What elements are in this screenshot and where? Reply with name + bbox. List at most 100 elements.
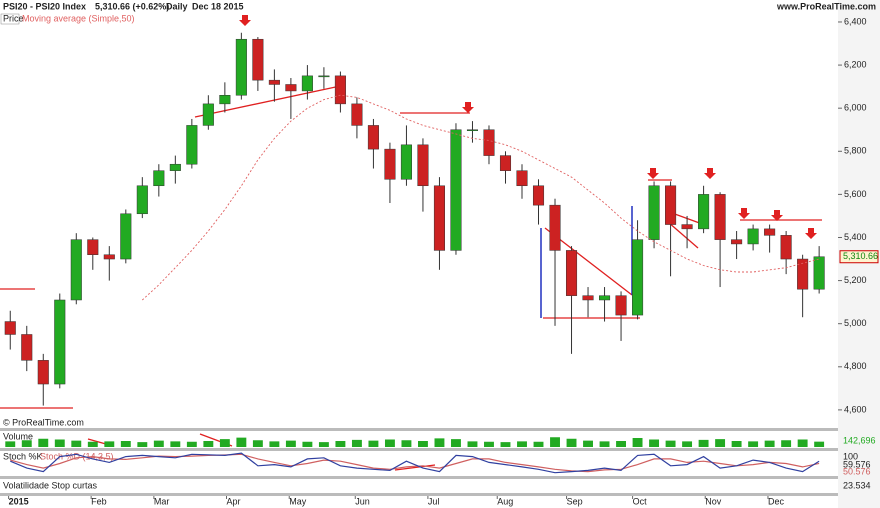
- volume-bar: [517, 441, 527, 447]
- y-tick-label: 4,800: [844, 361, 867, 371]
- separator: [0, 448, 838, 451]
- volume-bar: [764, 440, 775, 447]
- volume-bar: [781, 440, 792, 447]
- candle-body: [202, 103, 214, 126]
- candle-body: [252, 38, 264, 81]
- arrow: [239, 15, 251, 26]
- volume-bar: [170, 441, 181, 447]
- volume-bar: [698, 439, 709, 447]
- candle-body: [285, 84, 297, 92]
- volume-bar: [87, 441, 98, 447]
- candle-body: [648, 185, 660, 240]
- candle-body: [268, 79, 280, 85]
- candle-body: [103, 254, 115, 260]
- arrows: [239, 15, 817, 239]
- volume-bar: [285, 440, 296, 447]
- x-tick-label: Apr: [227, 496, 241, 506]
- volume-bar: [318, 442, 329, 447]
- volume-bar: [203, 441, 214, 447]
- candle-body: [87, 239, 99, 255]
- volume-bar: [599, 441, 610, 447]
- stoch-line: [10, 452, 820, 474]
- candle-body: [582, 295, 594, 301]
- volume-bar: [550, 437, 560, 447]
- candle-body: [483, 129, 495, 156]
- trendline: [194, 84, 346, 118]
- header-price: 5,310.66 (+0.62%): [95, 1, 169, 11]
- volume-bar: [54, 439, 65, 447]
- y-tick-label: 4,600: [844, 404, 867, 414]
- volume-bar: [335, 441, 346, 447]
- volume-value: 142,696: [843, 435, 876, 445]
- candle-body: [153, 170, 165, 187]
- trendline: [667, 221, 699, 249]
- stoch-line: [10, 453, 820, 473]
- arrow: [771, 210, 783, 221]
- volume-legend: Volume: [3, 431, 33, 441]
- copyright: © ProRealTime.com: [3, 417, 84, 427]
- volume-bar: [269, 441, 280, 447]
- volume-bar: [236, 437, 247, 447]
- candle-body: [747, 228, 759, 245]
- candle-body: [599, 295, 611, 301]
- candle-body: [417, 144, 429, 187]
- candle-body: [797, 258, 809, 290]
- volume-bar: [814, 441, 825, 447]
- stoch-d-legend: Stoch %D (14,3,5): [40, 451, 114, 461]
- volume-bar: [5, 441, 16, 447]
- volume-bar: [186, 441, 197, 447]
- candle-body: [21, 334, 33, 361]
- volume-bar: [451, 439, 461, 447]
- volume-bar: [71, 440, 82, 447]
- y-tick-label: 5,200: [844, 275, 867, 285]
- volume-bar: [104, 441, 115, 447]
- panel-tag: [0, 13, 20, 25]
- volume-bar: [401, 440, 412, 447]
- ma-legend: Moving average (Simple,50): [22, 13, 135, 23]
- price-tag: [839, 250, 879, 264]
- candle-body: [136, 185, 148, 215]
- site: www.ProRealTime.com: [776, 1, 876, 11]
- x-tick-label: Jun: [355, 496, 370, 506]
- price-tag-label: 5,310.66: [843, 251, 878, 261]
- panel-label: Price: [3, 13, 24, 23]
- volume-bar: [748, 441, 759, 447]
- candle-body: [615, 295, 627, 316]
- x-tick-label: Mar: [154, 496, 170, 506]
- candle-body: [37, 360, 49, 385]
- header-date: Dec 18 2015: [192, 1, 244, 11]
- y-tick-label: 5,000: [844, 318, 867, 328]
- candle-body: [334, 75, 346, 105]
- candle-body: [433, 185, 445, 251]
- candle-body: [367, 125, 379, 150]
- volume-bar: [252, 440, 263, 447]
- trendline: [394, 464, 436, 471]
- volume-bar: [533, 441, 544, 447]
- candle-body: [466, 129, 479, 131]
- y-tick-label: 6,400: [844, 16, 867, 26]
- stoch-d-value: 50.576: [843, 466, 871, 476]
- arrow: [738, 208, 750, 219]
- candle-body: [318, 75, 330, 78]
- x-tick-label: Aug: [497, 496, 513, 506]
- x-tick-label: Sep: [567, 496, 583, 506]
- candle-body: [400, 144, 412, 180]
- volume-bar: [715, 439, 726, 447]
- y-tick-label: 5,400: [844, 232, 867, 242]
- x-tick-label: Feb: [91, 496, 107, 506]
- x-tick-label: 2015: [9, 496, 29, 506]
- candle-body: [516, 170, 528, 187]
- candle-body: [351, 103, 363, 126]
- candle-body: [169, 163, 181, 171]
- header-title: PSI20 - PSI20 Index: [3, 1, 86, 11]
- volume-bar: [649, 439, 660, 447]
- candle-body: [665, 185, 677, 225]
- stoch-top: 100: [843, 451, 858, 461]
- volume-bar: [351, 439, 362, 447]
- candle-body: [186, 125, 198, 165]
- candle-body: [813, 256, 825, 290]
- candle-body: [219, 94, 231, 105]
- x-tick-label: Nov: [705, 496, 722, 506]
- x-tick-label: Jul: [428, 496, 440, 506]
